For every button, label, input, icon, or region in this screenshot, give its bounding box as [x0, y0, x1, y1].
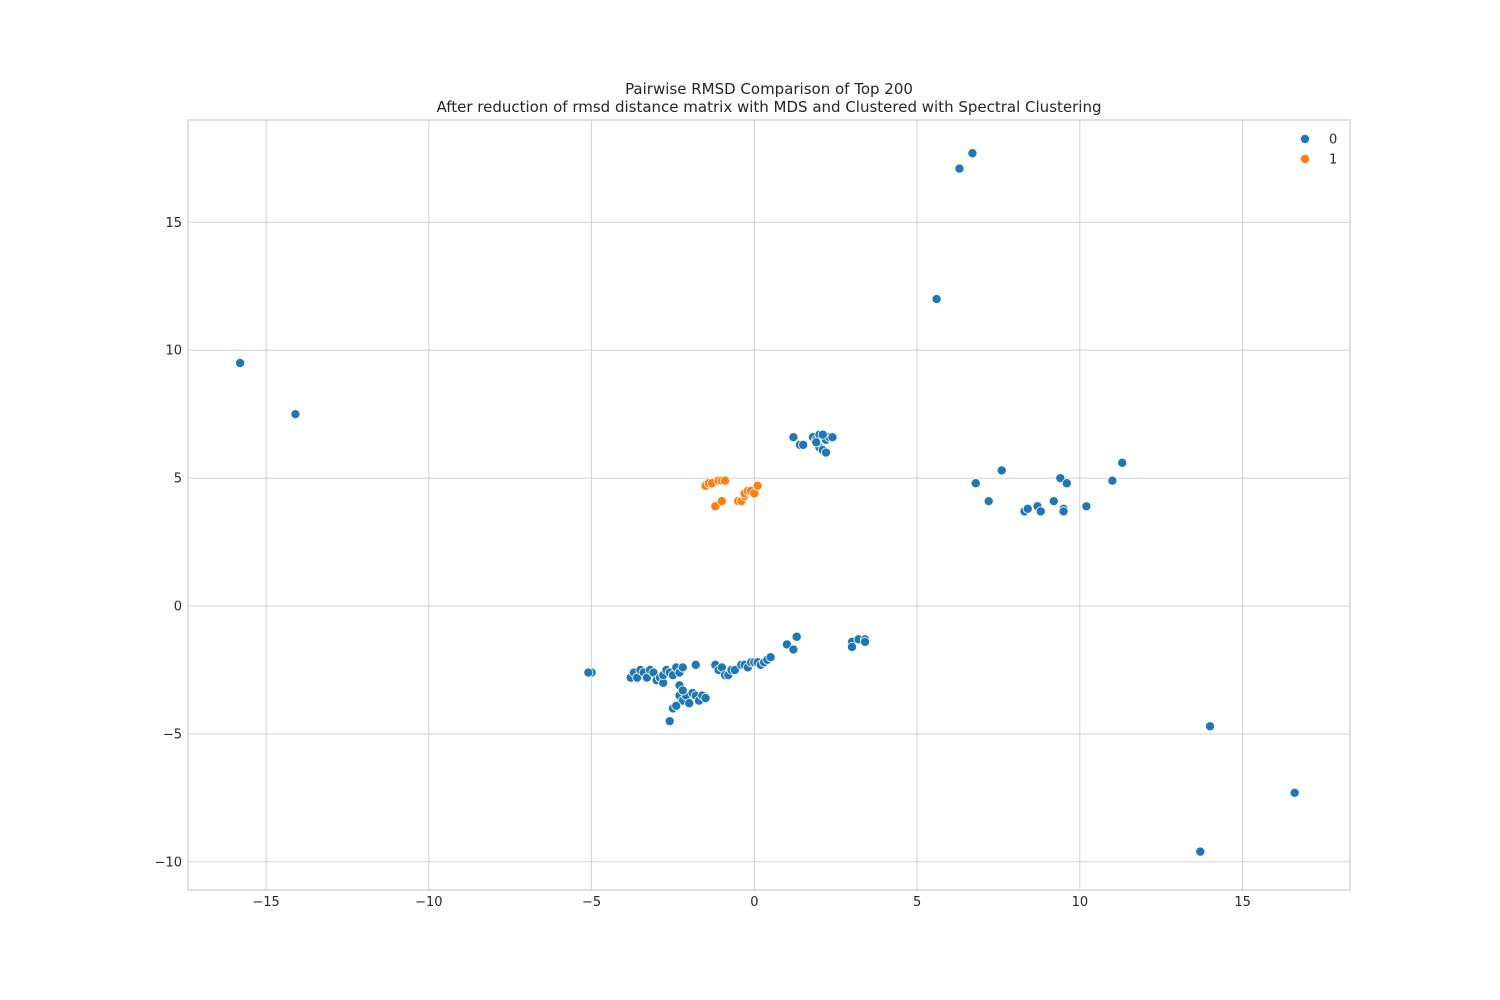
data-point-series-0	[983, 496, 994, 507]
data-point-series-0	[1195, 846, 1206, 857]
y-tick-label: −5	[163, 727, 182, 742]
data-points	[235, 148, 1300, 857]
data-point-series-0	[811, 437, 822, 448]
legend-label-0: 0	[1329, 133, 1337, 148]
data-point-series-0	[1048, 496, 1059, 507]
data-point-series-0	[847, 641, 858, 652]
data-point-series-1	[716, 496, 727, 507]
legend: 01	[1300, 133, 1337, 168]
data-point-series-0	[690, 659, 701, 670]
data-point-series-0	[583, 667, 594, 678]
data-point-series-0	[970, 478, 981, 489]
y-tick-label: 10	[165, 344, 182, 359]
data-point-series-0	[967, 148, 978, 159]
data-point-series-0	[788, 432, 799, 443]
data-point-series-0	[700, 693, 711, 704]
x-tick-label: −5	[582, 895, 601, 910]
legend-marker-1	[1300, 153, 1311, 164]
data-point-series-0	[664, 716, 675, 727]
data-point-series-0	[798, 439, 809, 450]
x-tick-label: −10	[415, 895, 442, 910]
data-point-series-0	[1035, 506, 1046, 517]
y-tick-label: 5	[174, 472, 182, 487]
data-point-series-0	[954, 163, 965, 174]
data-point-series-0	[1022, 503, 1033, 514]
data-point-series-0	[996, 465, 1007, 476]
data-point-series-0	[684, 698, 695, 709]
data-point-series-0	[1205, 721, 1216, 732]
data-point-series-0	[290, 409, 301, 420]
data-point-series-0	[235, 358, 246, 369]
data-point-series-0	[931, 294, 942, 305]
data-point-series-1	[752, 480, 763, 491]
x-tick-label: 5	[913, 895, 921, 910]
data-point-series-0	[791, 631, 802, 642]
data-point-series-0	[788, 644, 799, 655]
data-point-series-0	[1055, 473, 1066, 484]
data-point-series-0	[827, 432, 838, 443]
x-tick-label: −15	[252, 895, 279, 910]
data-point-series-0	[671, 700, 682, 711]
series-1	[700, 475, 763, 512]
data-point-series-0	[1107, 475, 1118, 486]
x-tick-label: 0	[750, 895, 758, 910]
data-point-series-0	[729, 665, 740, 676]
data-point-series-0	[1058, 506, 1069, 517]
data-point-series-0	[1061, 478, 1072, 489]
data-point-series-0	[677, 685, 688, 696]
tick-labels: −15 −10 −5 0 5 10 15 −10 −5 0 5 10 15	[155, 216, 1251, 910]
data-point-series-0	[820, 447, 831, 458]
data-point-series-0	[1117, 457, 1128, 468]
x-tick-label: 10	[1072, 895, 1089, 910]
data-point-series-0	[1081, 501, 1092, 512]
data-point-series-0	[817, 429, 828, 440]
y-tick-label: 15	[165, 216, 182, 231]
y-tick-label: −10	[155, 855, 182, 870]
legend-marker-0	[1300, 133, 1311, 144]
y-tick-label: 0	[174, 600, 182, 615]
data-point-series-0	[781, 639, 792, 650]
grid	[188, 120, 1350, 890]
data-point-series-0	[677, 662, 688, 673]
chart-title: Pairwise RMSD Comparison of Top 200	[625, 80, 913, 98]
data-point-series-0	[1289, 787, 1300, 798]
chart-subtitle: After reduction of rmsd distance matrix …	[437, 98, 1102, 116]
legend-label-1: 1	[1329, 153, 1337, 168]
data-point-series-0	[860, 636, 871, 647]
data-point-series-0	[765, 652, 776, 663]
series-0	[235, 148, 1300, 857]
x-tick-label: 15	[1234, 895, 1251, 910]
data-point-series-1	[710, 501, 721, 512]
plot-frame	[187, 119, 1351, 891]
data-point-series-1	[720, 475, 731, 486]
